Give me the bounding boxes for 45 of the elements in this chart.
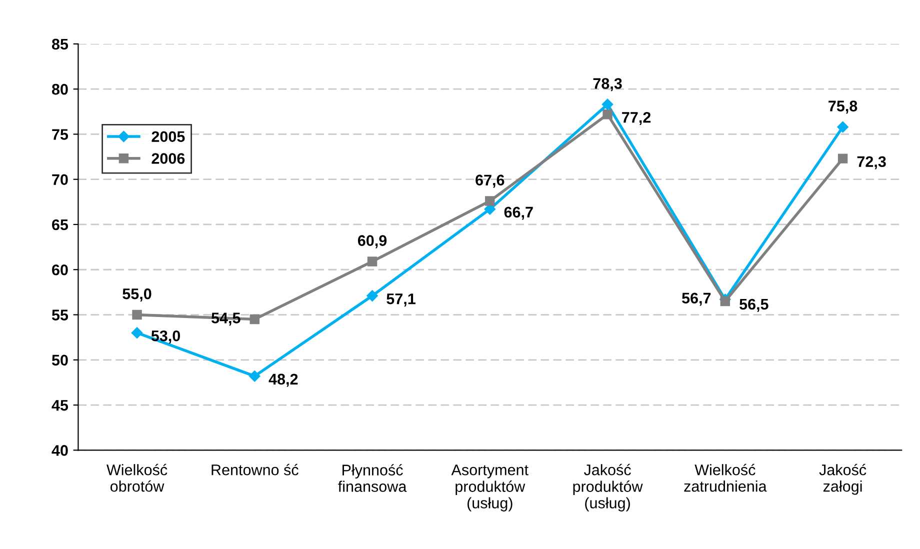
legend-label: 2006 — [152, 153, 185, 164]
point — [602, 98, 614, 110]
x-tick-label: Wielkość zatrudnienia — [684, 464, 767, 492]
data-label: 55,0 — [122, 288, 152, 302]
point — [837, 121, 848, 133]
y-tick-label: 45 — [52, 400, 68, 411]
y-tick-label: 55 — [52, 310, 68, 320]
y-tick-label: 50 — [52, 354, 68, 366]
data-label: 67,6 — [476, 174, 504, 188]
x-tick-label: Rentowno ść — [212, 464, 298, 476]
x-tick-label: Jakość produktów (usług) — [573, 464, 643, 512]
data-label: 78,3 — [593, 78, 622, 92]
point — [250, 314, 260, 324]
point — [602, 109, 612, 120]
data-label: 77,2 — [622, 112, 651, 125]
point — [485, 196, 495, 206]
data-label: 72,3 — [857, 156, 886, 170]
y-tick-label: 65 — [52, 219, 68, 230]
point — [367, 256, 378, 266]
point — [366, 290, 378, 302]
data-label: 57,1 — [386, 294, 416, 306]
data-label: 54,5 — [211, 312, 240, 326]
x-tick-label: Płynność finansowa — [338, 464, 407, 492]
y-tick-label: 80 — [52, 84, 68, 95]
data-label: 75,8 — [828, 100, 858, 114]
data-label: 56,7 — [682, 292, 711, 306]
point — [838, 154, 848, 164]
data-label: 66,7 — [504, 206, 533, 220]
y-tick-label: 70 — [52, 174, 68, 186]
x-tick-label: Wielkość obrotów — [106, 464, 168, 492]
x-tick-label: Asortyment produktów (usług) — [451, 464, 528, 512]
data-label: 60,9 — [358, 235, 387, 248]
y-tick-label: 60 — [52, 264, 68, 276]
point — [132, 310, 142, 320]
y-tick-label: 75 — [52, 129, 68, 140]
data-label: 48,2 — [268, 374, 298, 387]
point — [131, 327, 143, 338]
data-label: 53,0 — [151, 330, 180, 344]
x-tick-label: Jakość załogi — [819, 464, 866, 495]
point — [720, 296, 730, 306]
legend-label: 2005 — [152, 131, 185, 142]
data-label: 56,5 — [740, 298, 768, 312]
point — [249, 370, 260, 382]
y-tick-label: 40 — [52, 445, 68, 456]
y-tick-label: 85 — [52, 38, 68, 50]
